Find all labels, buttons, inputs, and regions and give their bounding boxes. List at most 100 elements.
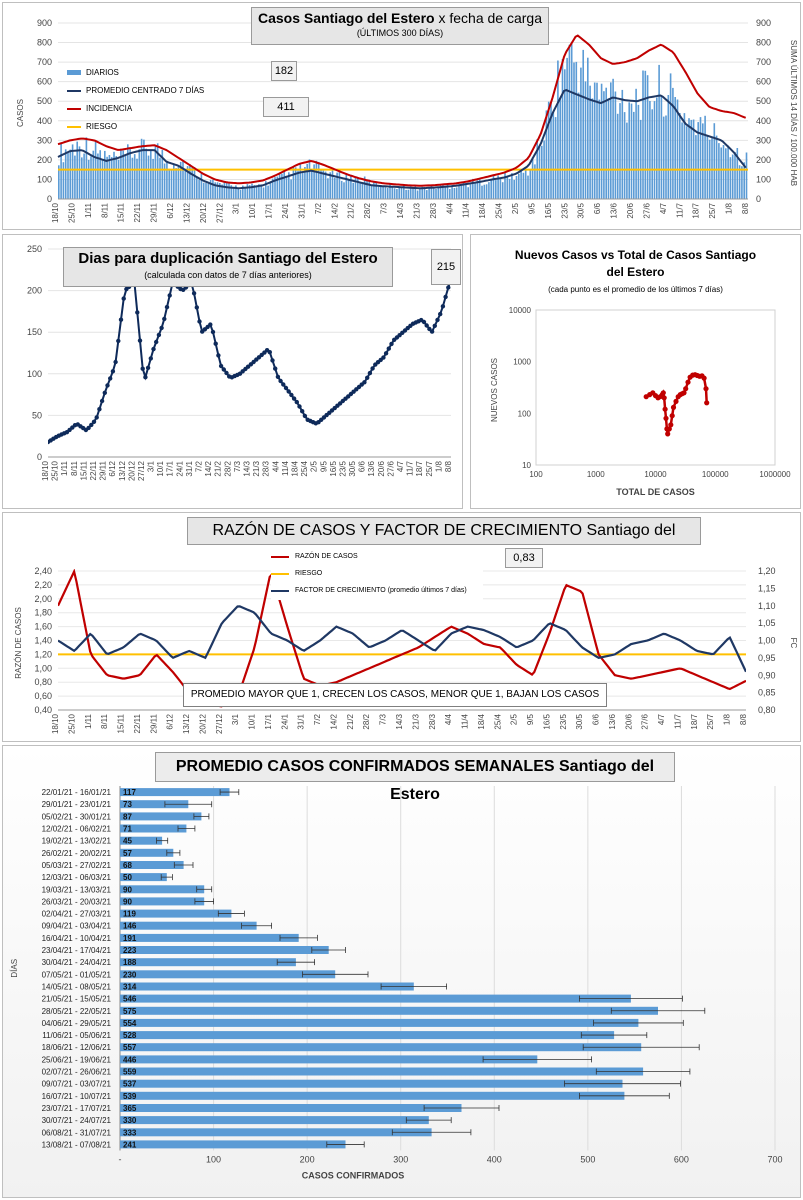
daily-bar bbox=[64, 149, 67, 199]
weekly-bar bbox=[120, 921, 257, 930]
daily-bar bbox=[120, 148, 122, 199]
daily-bar bbox=[582, 49, 585, 200]
category-label: 02/07/21 - 26/06/21 bbox=[42, 1068, 112, 1077]
daily-bar bbox=[442, 184, 444, 199]
weekly-bar bbox=[120, 1128, 432, 1137]
doubling-point bbox=[273, 366, 278, 371]
daily-bar bbox=[495, 180, 497, 199]
x-tick: 11/7 bbox=[675, 202, 684, 218]
weekly-bar bbox=[120, 848, 174, 857]
daily-bar bbox=[324, 171, 327, 199]
x-tick: 20/12 bbox=[199, 202, 208, 223]
x-tick: 14/3 bbox=[243, 460, 252, 476]
bar-value-label: 528 bbox=[123, 1031, 137, 1040]
x-tick: 18/10 bbox=[41, 460, 50, 481]
bar-value-label: 223 bbox=[123, 946, 137, 955]
x-tick: 16/5 bbox=[542, 713, 551, 729]
growth-title-box: RAZÓN DE CASOS Y FACTOR DE CRECIMIENTO S… bbox=[187, 517, 701, 565]
daily-bar bbox=[200, 172, 203, 199]
x-tick: 21/2 bbox=[214, 460, 223, 476]
doubling-series bbox=[48, 275, 451, 445]
daily-bar bbox=[587, 57, 589, 200]
daily-bar bbox=[219, 183, 221, 199]
x-tick: 27/12 bbox=[215, 713, 224, 734]
daily-bar bbox=[294, 167, 297, 199]
weekly-bar bbox=[120, 909, 232, 918]
category-label: 02/04/21 - 27/03/21 bbox=[42, 910, 112, 919]
daily-bar bbox=[729, 157, 732, 199]
daily-bar bbox=[285, 175, 288, 199]
daily-bar bbox=[685, 126, 688, 199]
scatter-point bbox=[703, 386, 709, 392]
doubling-point bbox=[197, 319, 202, 324]
scatter-point bbox=[704, 400, 710, 406]
x-tick: 17/1 bbox=[166, 460, 175, 476]
daily-bar bbox=[554, 117, 557, 199]
doubling-point bbox=[367, 370, 373, 376]
daily-bar bbox=[596, 82, 598, 199]
doubling-point bbox=[370, 366, 375, 371]
category-label: 16/07/21 - 10/07/21 bbox=[42, 1092, 112, 1101]
x-tick: 16/5 bbox=[544, 202, 553, 218]
daily-bar bbox=[212, 179, 214, 199]
daily-bar bbox=[292, 167, 295, 199]
ratio-line bbox=[58, 569, 746, 708]
daily-bar bbox=[718, 143, 720, 199]
category-label: 16/04/21 - 10/04/21 bbox=[42, 934, 112, 943]
x-tick: 7/3 bbox=[379, 713, 388, 725]
x-tick: 1000000 bbox=[759, 470, 791, 479]
daily-bar bbox=[488, 182, 490, 199]
y-tick-right: 0,90 bbox=[758, 670, 776, 680]
daily-bar bbox=[133, 154, 136, 199]
growth-value-box: 0,83 bbox=[505, 548, 543, 568]
x-tick: 23/5 bbox=[560, 202, 569, 218]
x-tick: 400 bbox=[487, 1155, 502, 1165]
daily-bar bbox=[182, 161, 184, 199]
legend-avg-swatch bbox=[67, 89, 81, 92]
x-tick: 4/4 bbox=[271, 460, 280, 472]
incidence-line bbox=[57, 34, 747, 187]
weekly-bar bbox=[120, 1043, 642, 1052]
x-tick: 30/5 bbox=[348, 460, 357, 476]
doubling-point bbox=[221, 367, 226, 372]
daily-bar bbox=[690, 119, 693, 199]
y-tick-left: 2,00 bbox=[34, 594, 52, 604]
x-tick: 13/12 bbox=[118, 460, 127, 481]
x-tick: 27/12 bbox=[215, 202, 224, 223]
cases-subtitle: (ÚLTIMOS 300 DÍAS) bbox=[356, 28, 444, 38]
doubling-subtitle: (calculada con datos de 7 días anteriore… bbox=[144, 270, 312, 280]
legend-risk: RIESGO bbox=[67, 122, 117, 131]
bar-value-label: 57 bbox=[123, 849, 132, 858]
bar-value-label: 87 bbox=[123, 812, 132, 821]
y-tick-left: 100 bbox=[37, 174, 52, 184]
daily-bar bbox=[458, 185, 460, 199]
daily-bar bbox=[531, 157, 534, 199]
x-tick: 4/7 bbox=[659, 202, 668, 214]
category-label: 19/03/21 - 13/03/21 bbox=[42, 885, 112, 894]
daily-bar bbox=[113, 151, 115, 199]
x-tick: 2/5 bbox=[310, 460, 319, 472]
x-tick: 18/7 bbox=[690, 713, 699, 729]
x-tick: 100 bbox=[529, 470, 543, 479]
x-tick: 13/12 bbox=[182, 713, 191, 734]
legend-daily-swatch bbox=[67, 70, 81, 75]
daily-bar bbox=[734, 152, 736, 199]
daily-bar bbox=[743, 162, 746, 199]
daily-bar bbox=[205, 182, 207, 199]
bar-value-label: 333 bbox=[123, 1128, 137, 1137]
doubling-point bbox=[143, 375, 148, 380]
daily-bar bbox=[299, 163, 302, 199]
x-tick: 1/11 bbox=[84, 713, 93, 729]
scatter-point bbox=[660, 390, 666, 396]
daily-bar bbox=[534, 164, 536, 199]
daily-bar bbox=[619, 103, 621, 199]
x-tick: 6/12 bbox=[108, 460, 117, 476]
daily-bar bbox=[658, 64, 660, 200]
daily-bar bbox=[745, 152, 748, 199]
y-tick-left: 0 bbox=[47, 194, 52, 204]
x-tick: 21/2 bbox=[347, 202, 356, 218]
x-tick: 14/3 bbox=[396, 202, 405, 218]
daily-bar bbox=[350, 174, 352, 199]
cases-title-rest: x fecha de carga bbox=[434, 10, 542, 26]
